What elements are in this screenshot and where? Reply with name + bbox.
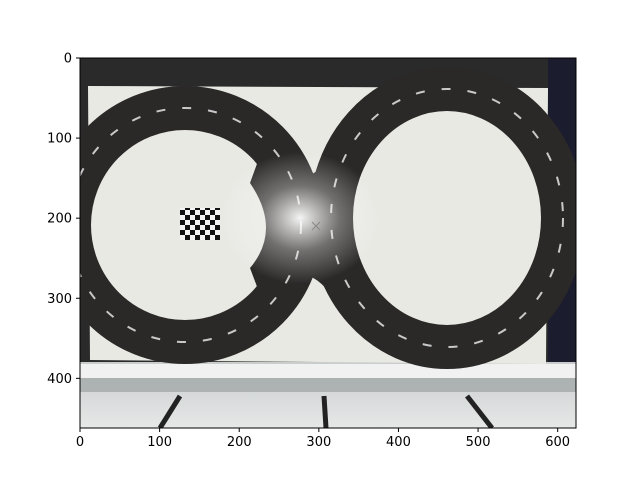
floor-line-middle bbox=[321, 395, 329, 428]
x-tick-label: 400 bbox=[386, 435, 411, 450]
x-tick-label: 300 bbox=[306, 435, 331, 450]
lane-marking-right bbox=[330, 88, 564, 348]
y-tick-label: 100 bbox=[47, 132, 72, 147]
center-cross-mark bbox=[311, 221, 321, 231]
light-glare bbox=[220, 152, 380, 284]
y-tick-label: 200 bbox=[47, 212, 72, 227]
y-tick-label: 300 bbox=[47, 292, 72, 307]
floor-ledge bbox=[80, 364, 576, 378]
x-tick-label: 500 bbox=[466, 435, 491, 450]
y-axis: 0 100 200 300 400 bbox=[47, 52, 80, 387]
floor-shadow bbox=[80, 378, 576, 392]
floor-line-right bbox=[465, 394, 494, 428]
checkerboard-marker bbox=[180, 208, 220, 240]
axes-frame bbox=[79, 57, 577, 429]
x-axis: 0 100 200 300 400 500 600 bbox=[76, 428, 570, 450]
x-tick-label: 200 bbox=[227, 435, 252, 450]
plot-image bbox=[80, 58, 576, 428]
x-tick-label: 100 bbox=[147, 435, 172, 450]
x-tick-label: 600 bbox=[545, 435, 570, 450]
y-tick-label: 400 bbox=[47, 372, 72, 387]
x-tick-label: 0 bbox=[76, 435, 84, 450]
floor-line-left bbox=[157, 394, 183, 428]
y-tick-label: 0 bbox=[64, 52, 72, 67]
